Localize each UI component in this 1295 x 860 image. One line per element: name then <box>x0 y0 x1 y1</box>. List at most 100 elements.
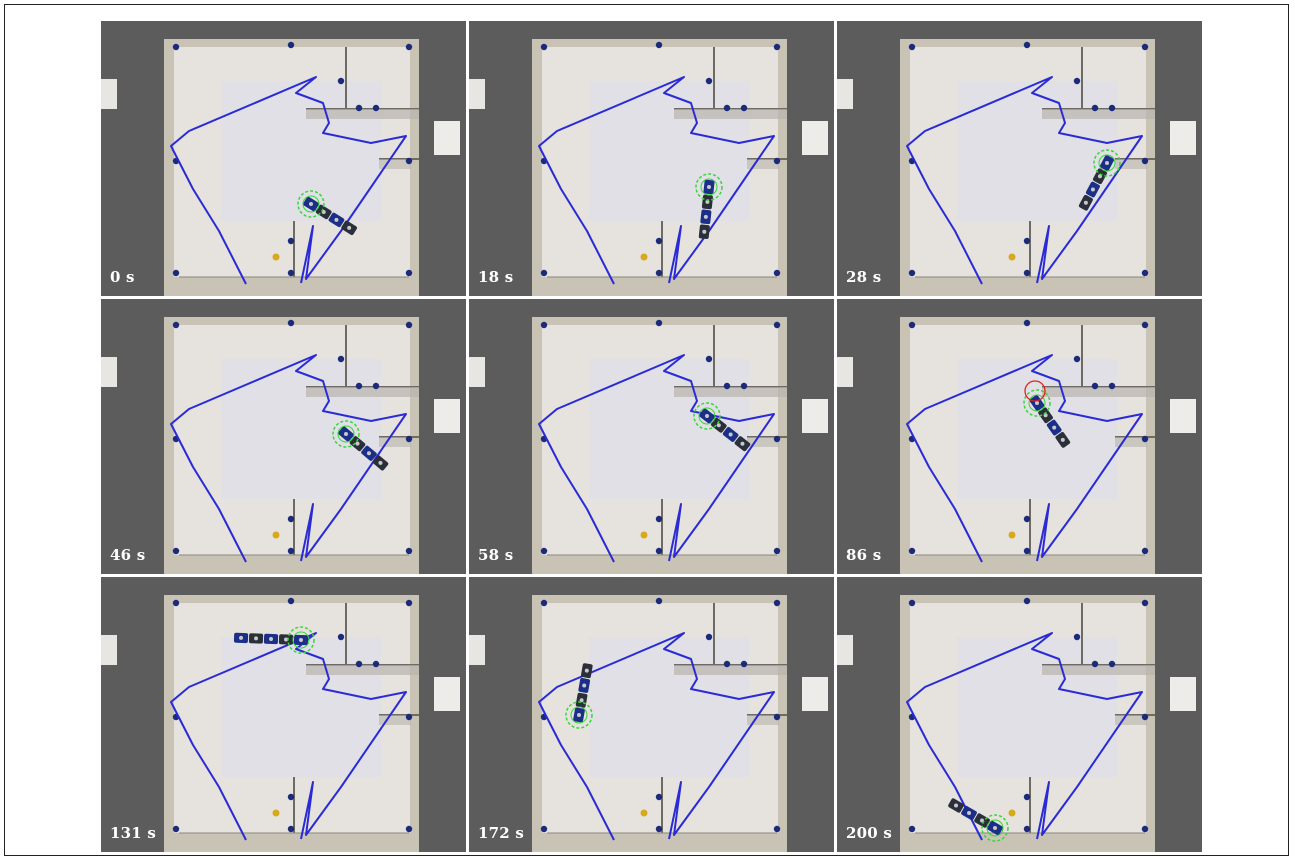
paper-right <box>802 399 828 433</box>
snake-robot <box>1078 155 1114 211</box>
snake-joint <box>728 432 733 437</box>
snake-joint <box>299 638 303 642</box>
snake-joint <box>334 217 339 222</box>
detection-ring-inner <box>337 425 355 443</box>
beacon <box>773 321 781 329</box>
beacon <box>172 269 180 277</box>
beacon <box>773 547 781 555</box>
arena-wall-bottom <box>164 555 419 574</box>
beacon <box>287 597 295 605</box>
arena-floor-tint <box>589 359 749 499</box>
arena-photo <box>837 299 1202 574</box>
paper-right <box>1170 121 1196 155</box>
short-wall-shadow <box>747 159 779 169</box>
timestamp-label: 200 s <box>846 824 892 842</box>
divider-shadow <box>674 387 787 397</box>
snake-joint <box>1105 161 1109 165</box>
detection-ring <box>1023 389 1051 417</box>
snake-joint <box>284 637 289 642</box>
beacon <box>1073 77 1081 85</box>
snake-joint <box>347 225 352 230</box>
snake-robot <box>338 426 389 471</box>
beacon <box>540 269 548 277</box>
beacon <box>908 599 916 607</box>
paper-left <box>837 357 853 387</box>
beacon <box>1141 825 1149 833</box>
beacon <box>908 43 916 51</box>
beacon <box>372 382 380 390</box>
planned-path <box>906 354 1143 563</box>
beacon <box>1073 355 1081 363</box>
timestamp-label: 28 s <box>846 268 882 286</box>
beacon <box>355 660 363 668</box>
snake-joint <box>269 636 274 641</box>
beacon <box>1091 104 1099 112</box>
detection-ring <box>695 173 723 201</box>
detection-ring-inner <box>1028 394 1046 412</box>
arena-photo <box>101 577 466 852</box>
snake-joint <box>705 414 709 418</box>
beacon <box>287 41 295 49</box>
snake-joint <box>702 229 707 234</box>
beacon <box>372 660 380 668</box>
beacon <box>405 599 413 607</box>
beacon <box>540 321 548 329</box>
arena-floor-tint <box>589 637 749 777</box>
planned-path <box>170 632 407 841</box>
snake-joint <box>1090 187 1095 192</box>
figure-frame: 0 s 18 s 28 s 46 s 58 s 86 s 131 s 172 s 200 s <box>4 4 1289 856</box>
snake-joint <box>584 668 589 673</box>
arena-wall-bottom <box>900 277 1155 296</box>
divider-shadow <box>306 109 419 119</box>
detection-ring-inner <box>292 631 310 649</box>
target-marker <box>640 531 648 539</box>
beacon <box>287 237 295 245</box>
divider-shadow <box>1042 109 1155 119</box>
short-wall-shadow <box>379 159 411 169</box>
planned-path <box>906 76 1143 285</box>
beacon <box>655 793 663 801</box>
beacon <box>1141 269 1149 277</box>
divider-shadow <box>674 665 787 675</box>
target-marker <box>640 809 648 817</box>
paper-right <box>802 121 828 155</box>
snake-robot <box>233 632 309 646</box>
snake-joint <box>1052 425 1057 430</box>
arena-floor-tint <box>589 81 749 221</box>
divider-shadow <box>306 665 419 675</box>
beacon <box>1023 237 1031 245</box>
detection-ring <box>332 420 360 448</box>
detection-ring <box>981 814 1009 842</box>
beacon <box>773 713 781 721</box>
beacon <box>1108 382 1116 390</box>
beacon <box>540 825 548 833</box>
beacon <box>705 633 713 641</box>
short-wall-shadow <box>379 715 411 725</box>
beacon <box>1108 660 1116 668</box>
beacon <box>540 547 548 555</box>
arena-floor-tint <box>957 359 1117 499</box>
arena-wall-bottom <box>532 833 787 852</box>
snapshot-panel: 200 s <box>837 577 1202 852</box>
beacon <box>773 157 781 165</box>
short-wall-shadow <box>747 715 779 725</box>
detection-ring <box>287 626 315 654</box>
paper-right <box>1170 677 1196 711</box>
beacon <box>655 547 663 555</box>
beacon <box>773 269 781 277</box>
beacon <box>540 599 548 607</box>
target-marker <box>272 531 280 539</box>
beacon <box>1141 321 1149 329</box>
beacon <box>287 319 295 327</box>
planned-path <box>170 76 407 285</box>
snake-robot <box>698 179 715 240</box>
beacon <box>172 547 180 555</box>
beacon <box>655 515 663 523</box>
timestamp-label: 58 s <box>478 546 514 564</box>
snake-joint <box>705 199 710 204</box>
snapshot-panel: 0 s <box>101 21 466 296</box>
arena-wall-bottom <box>532 555 787 574</box>
beacon <box>405 825 413 833</box>
beacon <box>773 599 781 607</box>
beacon <box>1023 515 1031 523</box>
